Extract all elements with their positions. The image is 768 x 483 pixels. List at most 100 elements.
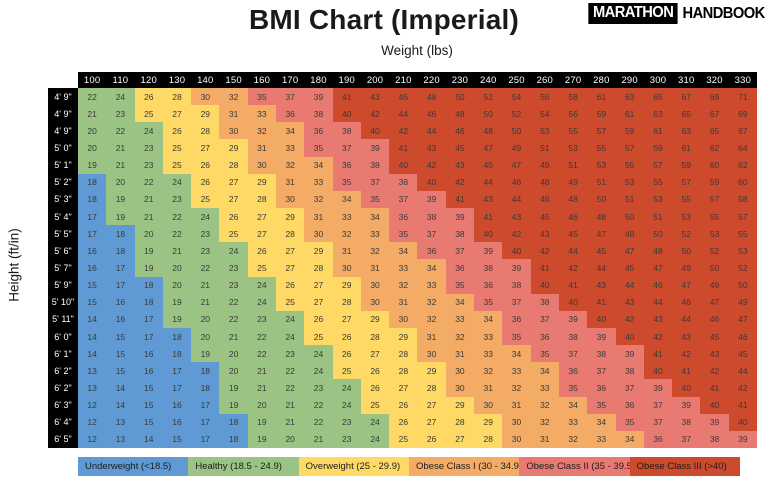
bmi-cell: 16 bbox=[78, 242, 107, 260]
bmi-cell: 23 bbox=[304, 379, 333, 397]
bmi-cell: 40 bbox=[530, 276, 559, 294]
bmi-cell: 15 bbox=[106, 362, 135, 380]
bmi-cell: 38 bbox=[587, 345, 616, 363]
bmi-cell: 30 bbox=[360, 276, 390, 294]
bmi-cell: 51 bbox=[587, 173, 616, 191]
bmi-cell: 42 bbox=[360, 105, 390, 123]
bmi-cell: 25 bbox=[304, 327, 333, 346]
bmi-cell: 44 bbox=[558, 242, 588, 260]
bmi-cell: 32 bbox=[332, 225, 361, 243]
bmi-cell: 21 bbox=[191, 276, 220, 294]
bmi-cell: 31 bbox=[502, 396, 531, 414]
bmi-cell: 40 bbox=[417, 173, 446, 191]
bmi-cell: 27 bbox=[332, 310, 361, 328]
bmi-cell: 30 bbox=[389, 310, 418, 328]
weight-header-cell: 120 bbox=[134, 72, 163, 88]
bmi-cell: 31 bbox=[219, 105, 248, 123]
bmi-cell: 71 bbox=[728, 88, 757, 106]
bmi-cell: 39 bbox=[700, 413, 729, 431]
bmi-cell: 43 bbox=[587, 276, 616, 294]
bmi-cell: 22 bbox=[276, 362, 305, 380]
bmi-cell: 43 bbox=[360, 88, 390, 106]
bmi-cell: 34 bbox=[615, 430, 644, 448]
bmi-cell: 36 bbox=[276, 105, 305, 123]
bmi-cell: 40 bbox=[558, 293, 588, 311]
bmi-cell: 50 bbox=[502, 122, 531, 140]
height-label-cell: 6' 4" bbox=[48, 413, 78, 431]
bmi-cell: 40 bbox=[700, 396, 729, 414]
bmi-cell: 46 bbox=[558, 207, 588, 226]
bmi-cell: 20 bbox=[134, 225, 163, 243]
bmi-cell: 39 bbox=[587, 327, 616, 346]
height-label-cell: 6' 0" bbox=[48, 327, 78, 346]
bmi-cell: 35 bbox=[474, 293, 503, 311]
bmi-cell: 28 bbox=[332, 293, 361, 311]
bmi-cell: 36 bbox=[615, 396, 644, 414]
bmi-cell: 48 bbox=[643, 242, 673, 260]
height-label-cell: 5' 0" bbox=[48, 139, 78, 157]
bmi-cell: 29 bbox=[417, 362, 446, 380]
bmi-cell: 49 bbox=[728, 293, 757, 311]
bmi-cell: 35 bbox=[445, 276, 475, 294]
bmi-cell: 41 bbox=[474, 207, 503, 226]
bmi-cell: 36 bbox=[502, 310, 531, 328]
bmi-cell: 59 bbox=[615, 122, 644, 140]
legend-item: Obese Class I (30 - 34.9) bbox=[408, 457, 520, 476]
bmi-cell: 38 bbox=[304, 105, 333, 123]
height-label-cell: 4' 9" bbox=[48, 105, 78, 123]
weight-header-cell: 150 bbox=[219, 72, 248, 88]
bmi-cell: 52 bbox=[700, 242, 729, 260]
bmi-cell: 38 bbox=[502, 276, 531, 294]
bmi-cell: 38 bbox=[332, 122, 361, 140]
bmi-cell: 34 bbox=[360, 207, 390, 226]
bmi-cell: 18 bbox=[134, 276, 163, 294]
bmi-cell: 42 bbox=[502, 225, 531, 243]
bmi-cell: 26 bbox=[332, 327, 361, 346]
bmi-cell: 30 bbox=[474, 396, 503, 414]
bmi-cell: 17 bbox=[78, 207, 107, 226]
legend-item: Underweight (<18.5) bbox=[78, 457, 189, 476]
bmi-cell: 59 bbox=[700, 173, 729, 191]
bmi-cell: 36 bbox=[587, 379, 616, 397]
bmi-cell: 42 bbox=[728, 379, 757, 397]
bmi-cell: 17 bbox=[78, 225, 107, 243]
bmi-cell: 29 bbox=[332, 276, 361, 294]
bmi-cell: 26 bbox=[360, 362, 390, 380]
bmi-cell: 24 bbox=[162, 173, 192, 191]
bmi-cell: 47 bbox=[502, 156, 531, 174]
bmi-cell: 37 bbox=[445, 242, 475, 260]
bmi-cell: 57 bbox=[615, 139, 644, 157]
bmi-cell: 18 bbox=[106, 225, 135, 243]
bmi-cell: 50 bbox=[445, 88, 475, 106]
bmi-cell: 31 bbox=[360, 259, 390, 277]
bmi-cell: 41 bbox=[445, 190, 475, 208]
bmi-cell: 33 bbox=[530, 379, 559, 397]
bmi-cell: 26 bbox=[134, 88, 163, 106]
height-label-cell: 5' 5" bbox=[48, 225, 78, 243]
bmi-cell: 34 bbox=[587, 413, 616, 431]
table-corner bbox=[48, 72, 78, 88]
bmi-cell: 32 bbox=[474, 362, 503, 380]
bmi-cell: 29 bbox=[304, 242, 333, 260]
bmi-cell: 28 bbox=[360, 327, 390, 346]
bmi-cell: 55 bbox=[615, 156, 644, 174]
bmi-cell: 42 bbox=[643, 327, 673, 346]
bmi-cell: 34 bbox=[558, 396, 588, 414]
bmi-cell: 22 bbox=[276, 379, 305, 397]
bmi-cell: 49 bbox=[502, 139, 531, 157]
bmi-cell: 43 bbox=[530, 225, 559, 243]
bmi-cell: 29 bbox=[360, 310, 390, 328]
bmi-cell: 42 bbox=[530, 242, 559, 260]
bmi-cell: 27 bbox=[247, 207, 277, 226]
bmi-cell: 38 bbox=[700, 430, 729, 448]
bmi-cell: 40 bbox=[502, 242, 531, 260]
bmi-cell: 27 bbox=[389, 379, 418, 397]
bmi-cell: 30 bbox=[445, 379, 475, 397]
bmi-cell: 50 bbox=[643, 225, 673, 243]
legend-item: Overweight (25 - 29.9) bbox=[298, 457, 409, 476]
bmi-cell: 44 bbox=[615, 276, 644, 294]
bmi-cell: 28 bbox=[445, 413, 475, 431]
bmi-cell: 27 bbox=[417, 396, 446, 414]
bmi-cell: 26 bbox=[247, 242, 277, 260]
weight-header-cell: 240 bbox=[474, 72, 503, 88]
